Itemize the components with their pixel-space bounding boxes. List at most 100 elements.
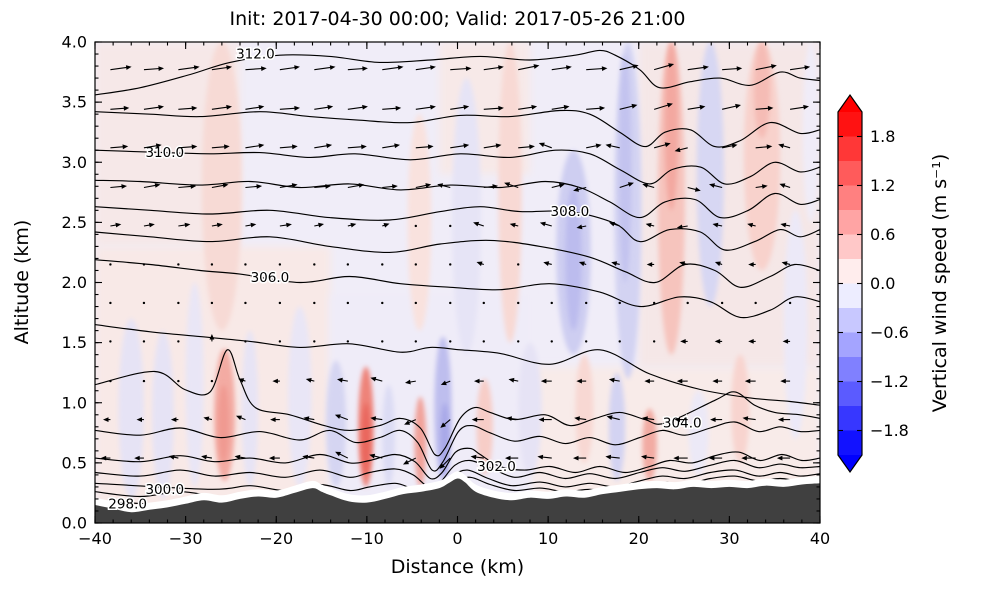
wind-arrow-head xyxy=(748,339,754,344)
wind-arrow-head xyxy=(158,66,164,71)
contour-label: 306.0 xyxy=(251,270,290,286)
wind-arrow-head xyxy=(804,65,811,70)
colorbar-band xyxy=(838,308,862,333)
colorbar-tick-label: −1.2 xyxy=(870,372,909,391)
wind-arrow-shaft xyxy=(619,183,631,189)
colorbar-band xyxy=(838,185,862,211)
wind-arrow-head xyxy=(778,417,784,422)
wind-arrow-head xyxy=(270,417,276,422)
wind-arrow-head xyxy=(334,414,341,419)
wind-dot xyxy=(449,301,452,305)
wind-dot xyxy=(278,301,282,305)
wind-arrow-shaft xyxy=(110,66,128,71)
wind-dot xyxy=(177,340,180,343)
wind-arrow-head xyxy=(362,66,368,71)
x-tick-label: −30 xyxy=(169,529,203,548)
wind-arrow-head xyxy=(731,143,738,149)
wind-arrow-head xyxy=(190,184,197,189)
wind-dot xyxy=(244,263,247,266)
wind-arrow-head xyxy=(708,455,715,461)
wind-arrow-head xyxy=(224,144,230,150)
wind-arrow-shaft xyxy=(211,184,225,189)
wind-dot xyxy=(109,379,112,383)
theta-contours xyxy=(95,49,820,510)
wind-arrow-shaft xyxy=(687,186,698,191)
w-streak xyxy=(498,42,522,343)
x-tick-label: 0 xyxy=(452,529,462,548)
wind-arrow-head xyxy=(465,66,472,71)
wind-arrow-head xyxy=(222,183,229,188)
wind-arrow-head xyxy=(463,104,470,110)
colorbar-band xyxy=(838,210,862,235)
wind-arrow-shaft xyxy=(347,67,364,71)
wind-arrow-shaft xyxy=(474,456,484,459)
w-streak xyxy=(201,42,242,331)
wind-arrow-head xyxy=(123,105,130,111)
colorbar-tick-label: −0.6 xyxy=(870,323,909,342)
wind-dot xyxy=(788,301,792,305)
theta-contour-302 xyxy=(95,447,820,480)
wind-arrow-head xyxy=(667,102,673,108)
wind-arrow-head xyxy=(184,222,191,228)
wind-arrow-shaft xyxy=(338,452,349,459)
w-streak xyxy=(452,78,482,355)
wind-arrow-head xyxy=(470,454,477,460)
wind-arrow-head xyxy=(498,65,504,70)
wind-dot xyxy=(618,301,621,305)
wind-arrow-shaft xyxy=(551,106,566,110)
wind-arrow-head xyxy=(404,420,411,425)
w-streak xyxy=(575,354,594,463)
wind-arrow-shaft xyxy=(143,144,158,149)
wind-arrow-head xyxy=(440,422,446,428)
wind-arrow-head xyxy=(329,65,336,70)
wind-arrow-head xyxy=(291,183,298,188)
wind-arrow-head xyxy=(533,64,540,69)
x-tick-label: 30 xyxy=(719,529,739,548)
wind-arrow-shaft xyxy=(440,184,451,189)
w-streak xyxy=(565,186,582,331)
wind-arrow-head xyxy=(742,416,749,421)
colorbar-band xyxy=(838,381,862,407)
wind-arrow-shaft xyxy=(542,143,552,149)
chart-title: Init: 2017-04-30 00:00; Valid: 2017-05-2… xyxy=(229,8,686,30)
theta-contour-310 xyxy=(95,149,820,185)
wind-arrow-head xyxy=(125,65,132,70)
wind-arrow-head xyxy=(599,105,606,111)
wind-arrow-head xyxy=(703,65,709,70)
w-streak xyxy=(382,384,395,487)
wind-arrow-shaft xyxy=(406,457,417,464)
wind-arrow-head xyxy=(492,184,499,189)
y-tick-label: 3.5 xyxy=(62,93,87,112)
wind-arrow-shaft xyxy=(279,146,294,149)
wind-arrow-shaft xyxy=(507,183,519,189)
wind-arrow-shaft xyxy=(755,146,769,149)
wind-dot xyxy=(618,340,621,343)
wind-dot xyxy=(381,301,384,305)
wind-arrow-head xyxy=(673,455,679,461)
wind-arrow-shaft xyxy=(483,66,500,71)
wind-dot xyxy=(652,301,656,305)
wind-arrow-shaft xyxy=(551,66,568,71)
wind-arrow-head xyxy=(712,222,719,228)
wind-arrow-head xyxy=(294,65,300,70)
wind-arrow-shaft xyxy=(110,185,124,189)
w-streak xyxy=(731,354,750,463)
theta-contour-301 xyxy=(95,459,820,488)
wind-arrow-head xyxy=(305,378,312,383)
wind-dot xyxy=(482,301,485,305)
wind-arrow-head xyxy=(335,451,342,457)
wind-arrow-shaft xyxy=(314,144,329,149)
colorbar-band xyxy=(838,406,862,431)
wind-arrow-head xyxy=(430,104,436,110)
wind-arrow-shaft xyxy=(609,144,620,149)
wind-arrow-head xyxy=(710,417,716,422)
wind-arrow-shaft xyxy=(372,455,383,459)
wind-dot xyxy=(346,263,350,266)
wind-arrow-shaft xyxy=(143,184,157,189)
wind-arrow-shaft xyxy=(279,66,297,71)
wind-arrow-shaft xyxy=(347,146,363,149)
wind-arrow-shaft xyxy=(483,107,500,110)
colorbar-band xyxy=(838,112,862,137)
wind-arrow-head xyxy=(326,143,333,149)
